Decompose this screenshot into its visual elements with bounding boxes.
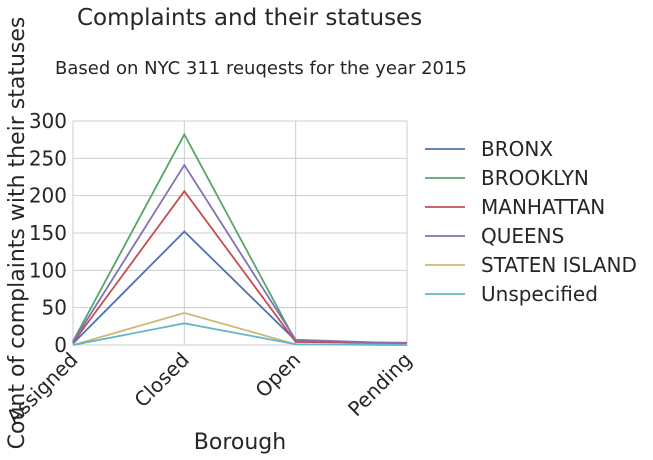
series-line-brooklyn xyxy=(72,132,408,345)
legend-label: STATEN ISLAND xyxy=(481,253,637,277)
legend-label: Unspecified xyxy=(481,282,598,306)
series-lines xyxy=(72,132,408,346)
x-axis-label: Borough xyxy=(194,430,286,455)
y-tick-label: 150 xyxy=(29,221,67,245)
y-tick-label: 200 xyxy=(29,184,67,208)
y-tick-label: 100 xyxy=(29,258,67,282)
x-tick-label: Closed xyxy=(129,348,193,412)
legend: BRONX BROOKLYN MANHATTAN QUEENS STATEN ISLAN… xyxy=(425,137,637,306)
grid xyxy=(72,120,408,346)
series-line-queens xyxy=(72,163,408,345)
y-tick-label: 50 xyxy=(42,296,67,320)
legend-label: MANHATTAN xyxy=(481,195,605,219)
plot-frame xyxy=(72,120,408,346)
series-line-staten-island xyxy=(72,311,408,346)
y-tick-labels: 0 50 100 150 200 250 300 xyxy=(29,109,67,357)
series-line-manhattan xyxy=(72,189,408,344)
legend-label: BRONX xyxy=(481,137,553,161)
chart-title: Complaints and their statuses xyxy=(77,5,422,31)
x-tick-label: Open xyxy=(250,348,305,403)
y-tick-label: 250 xyxy=(29,146,67,170)
x-tick-label: Pending xyxy=(343,348,417,422)
y-tick-label: 300 xyxy=(29,109,67,133)
y-tick-label: 0 xyxy=(54,333,67,357)
y-axis-label: Count of complaints with their statuses xyxy=(5,17,30,450)
chart-subtitle: Based on NYC 311 reuqests for the year 2… xyxy=(55,58,467,79)
legend-label: BROOKLYN xyxy=(481,166,589,190)
series-line-unspecified xyxy=(72,322,408,346)
x-tick-labels: Assigned Closed Open Pending xyxy=(2,348,417,429)
legend-label: QUEENS xyxy=(481,224,564,248)
